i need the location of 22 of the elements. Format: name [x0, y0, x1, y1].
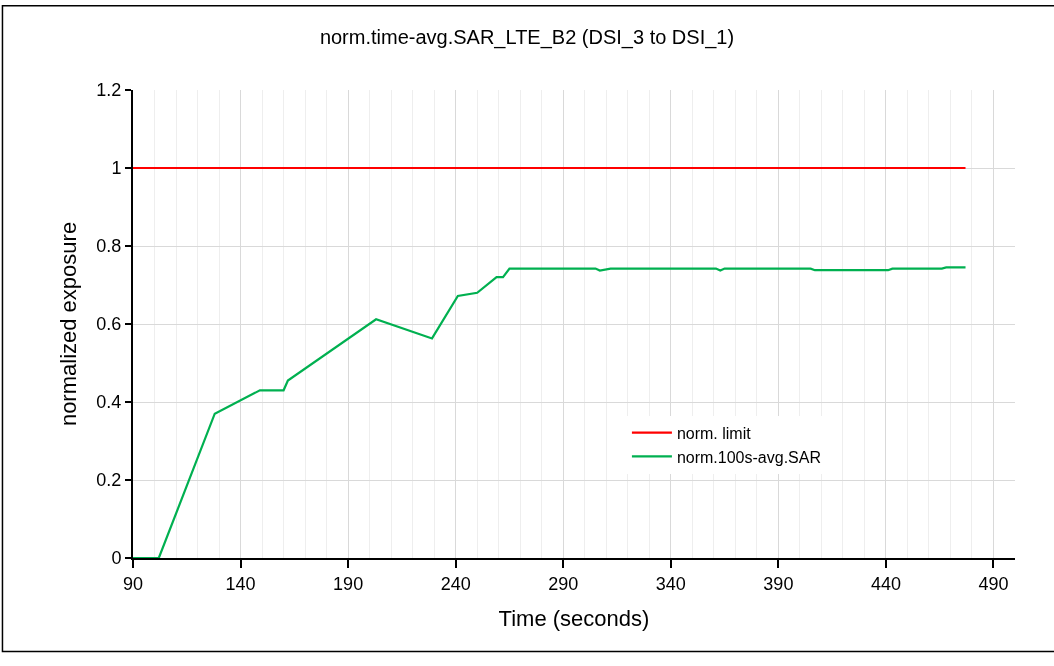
line-series [133, 266, 967, 558]
x-tick-label: 390 [763, 573, 794, 594]
x-tick-label: 90 [122, 573, 144, 594]
legend-label: norm.100s-avg.SAR [676, 448, 821, 466]
y-tick-label: 0.2 [96, 470, 122, 491]
y-tick-label: 0 [111, 548, 122, 569]
y-tick-label: 0.6 [96, 314, 122, 335]
chart-title: norm.time-avg.SAR_LTE_B2 (DSI_3 to DSI_1) [319, 25, 735, 49]
x-tick-label: 290 [548, 573, 579, 594]
x-tick-label: 340 [655, 573, 686, 594]
y-tick-label: 1 [111, 158, 122, 179]
x-axis-title: Time (seconds) [498, 606, 650, 631]
y-tick-label: 1.2 [96, 80, 122, 101]
y-tick-label: 0.4 [96, 392, 122, 413]
x-tick-label: 240 [440, 573, 471, 594]
x-tick-label: 140 [225, 573, 256, 594]
y-tick-label: 0.8 [96, 236, 122, 257]
legend-label: norm. limit [676, 424, 752, 442]
y-axis-title: normalized exposure [55, 221, 81, 427]
x-tick-label: 440 [870, 573, 901, 594]
x-tick-label: 490 [978, 573, 1009, 594]
x-tick-label: 190 [333, 573, 364, 594]
